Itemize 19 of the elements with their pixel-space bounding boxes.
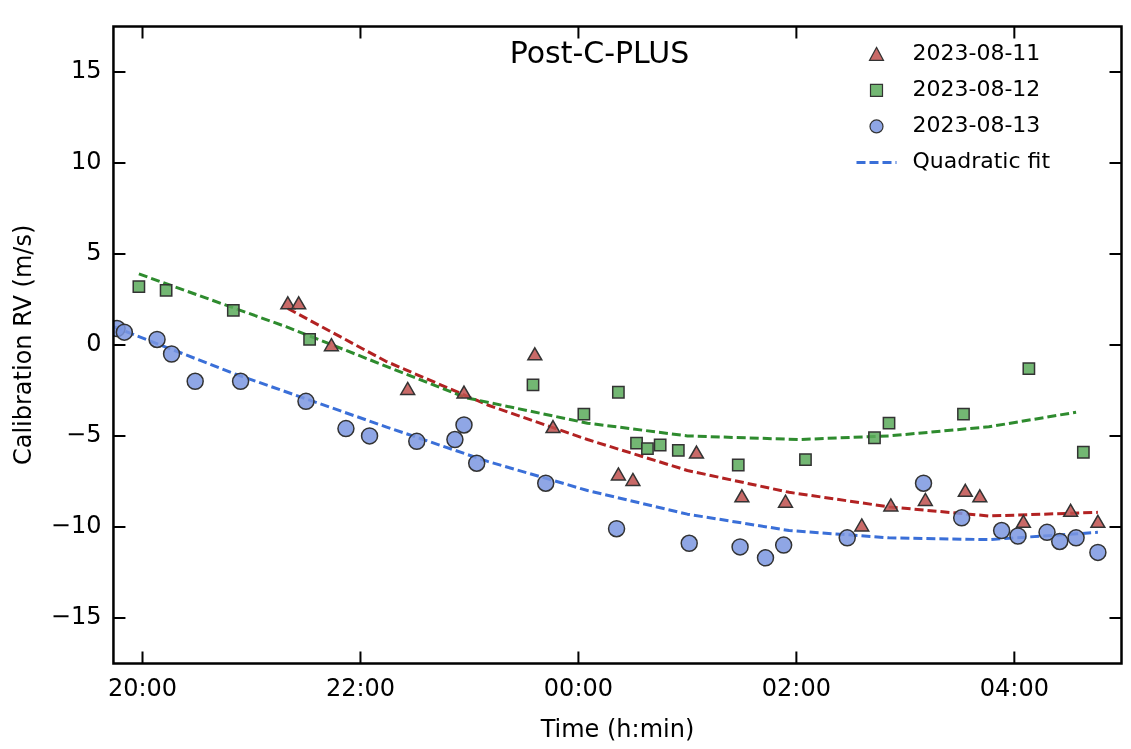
y-tick-label: −10	[50, 511, 102, 540]
legend-label: Quadratic fit	[912, 148, 1051, 174]
y-tick-label: 15	[70, 56, 102, 85]
x-tick-label: 20:00	[107, 674, 178, 703]
y-tick-label: −15	[50, 602, 102, 631]
x-axis-title: Time (h:min)	[539, 714, 695, 743]
x-tick-label: 04:00	[979, 674, 1049, 703]
y-tick-label: 10	[70, 147, 102, 176]
y-tick-label: −5	[66, 420, 102, 449]
legend-label: 2023-08-11	[912, 40, 1041, 66]
x-tick-label: 02:00	[761, 674, 831, 703]
legend-label: 2023-08-12	[912, 76, 1041, 102]
y-tick-label: 5	[86, 238, 102, 267]
chart-title: Post-C-PLUS	[509, 35, 690, 71]
y-tick-label: 0	[86, 329, 102, 358]
legend-label: 2023-08-13	[912, 112, 1041, 138]
x-tick-label: 00:00	[543, 674, 614, 703]
y-axis-title: Calibration RV (m/s)	[8, 224, 37, 466]
x-tick-label: 22:00	[325, 674, 396, 703]
